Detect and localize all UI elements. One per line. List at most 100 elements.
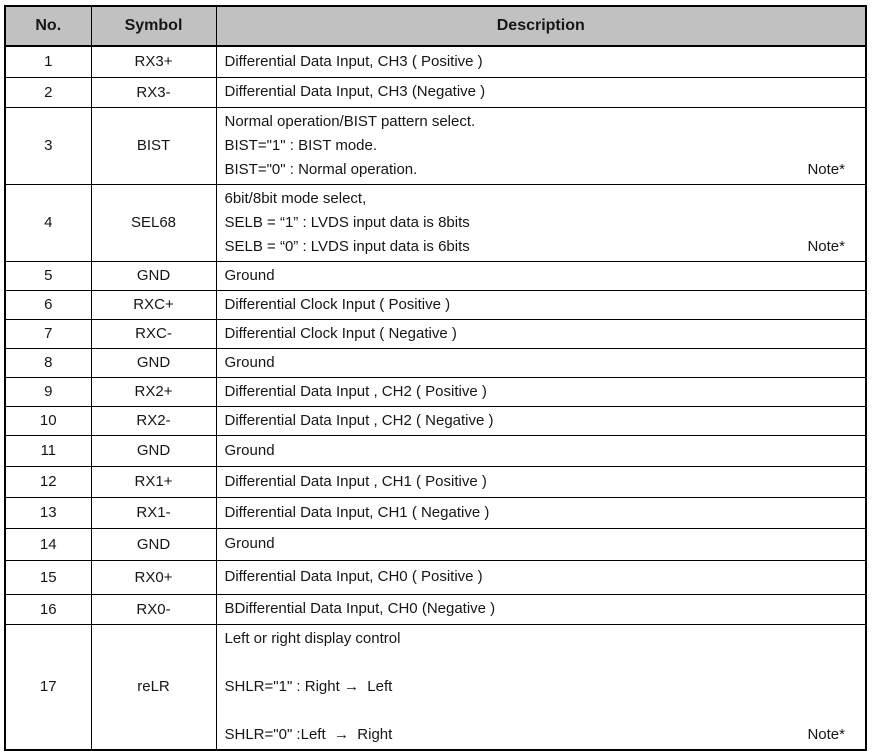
table-row: 6 RXC+ Differential Clock Input ( Positive… bbox=[4, 289, 867, 320]
description-text: BIST="0" : Normal operation. bbox=[224, 160, 418, 178]
description-text: BDifferential Data Input, CH0 (Negative … bbox=[224, 600, 496, 617]
cell-pin-number: 5 bbox=[4, 260, 92, 291]
cell-pin-description: Ground bbox=[215, 347, 867, 378]
cell-pin-symbol: RX1+ bbox=[90, 465, 217, 498]
description-text: 6bit/8bit mode select, bbox=[224, 189, 367, 207]
description-text: Differential Data Input, CH3 ( Positive … bbox=[224, 52, 483, 70]
cell-pin-description: Left or right display control SHLR="1" : … bbox=[215, 623, 867, 750]
description-line bbox=[225, 699, 858, 723]
description-line: Differential Data Input , CH2 ( Positive… bbox=[225, 380, 858, 404]
cell-pin-description: Differential Clock Input ( Negative ) bbox=[215, 318, 867, 349]
description-line bbox=[225, 651, 858, 675]
cell-pin-description: Differential Data Input , CH1 ( Positive… bbox=[215, 465, 867, 498]
description-text: Differential Data Input , CH1 ( Positive… bbox=[224, 472, 487, 490]
cell-pin-symbol: RXC- bbox=[90, 318, 217, 349]
description-line: Ground bbox=[225, 351, 858, 375]
table-row: 9 RX2+ Differential Data Input , CH2 ( Pos… bbox=[4, 376, 867, 407]
cell-pin-description: Differential Data Input, CH3 ( Positive … bbox=[215, 45, 867, 78]
description-text: Normal operation/BIST pattern select. bbox=[224, 112, 476, 130]
description-text: SHLR="0" :Left → Right bbox=[224, 725, 393, 743]
cell-pin-number: 4 bbox=[4, 183, 92, 262]
cell-pin-description: Differential Clock Input ( Positive ) bbox=[215, 289, 867, 320]
description-text: Differential Data Input , CH2 ( Negative… bbox=[224, 411, 494, 429]
note-label: Note* bbox=[807, 237, 845, 255]
description-text: SELB = “0” : LVDS input data is 6bits bbox=[224, 237, 470, 255]
cell-pin-description: BDifferential Data Input, CH0 (Negative … bbox=[215, 593, 867, 625]
note-label: Note* bbox=[807, 160, 845, 178]
description-line: Differential Clock Input ( Negative ) bbox=[225, 322, 858, 346]
description-line: SELB = “1” : LVDS input data is 8bits bbox=[225, 211, 858, 235]
description-text: Differential Data Input , CH2 ( Positive… bbox=[224, 382, 487, 400]
table-row: 16 RX0- BDifferential Data Input, CH0 (Neg… bbox=[4, 593, 867, 625]
cell-pin-number: 3 bbox=[4, 106, 92, 185]
cell-pin-symbol: RX3- bbox=[90, 76, 217, 108]
description-text: Differential Data Input, CH1 ( Negative … bbox=[224, 503, 490, 521]
table-row: 11 GND Ground bbox=[4, 434, 867, 467]
cell-pin-description: Differential Data Input, CH1 ( Negative … bbox=[215, 496, 867, 529]
cell-pin-symbol: GND bbox=[90, 527, 217, 561]
description-text: Ground bbox=[224, 266, 275, 284]
cell-pin-symbol: SEL68 bbox=[90, 183, 217, 262]
table-row: 13 RX1- Differential Data Input, CH1 ( Neg… bbox=[4, 496, 867, 529]
pin-description-table: No. Symbol Description 1 RX3+ Differential… bbox=[4, 5, 867, 751]
cell-pin-number: 9 bbox=[4, 376, 92, 407]
description-line: SHLR="1" : Right → Left bbox=[225, 675, 858, 699]
cell-pin-description: Ground bbox=[215, 527, 867, 561]
cell-pin-symbol: RX2+ bbox=[90, 376, 217, 407]
cell-pin-description: Normal operation/BIST pattern select. BIS… bbox=[215, 106, 867, 185]
description-text: SHLR="1" : Right → Left bbox=[224, 677, 393, 695]
cell-pin-description: Differential Data Input, CH3 (Negative ) bbox=[215, 76, 867, 108]
cell-pin-number: 10 bbox=[4, 405, 92, 436]
cell-pin-number: 11 bbox=[4, 434, 92, 467]
cell-pin-number: 2 bbox=[4, 76, 92, 108]
table-row: 3 BIST Normal operation/BIST pattern selec… bbox=[4, 106, 867, 185]
cell-pin-number: 13 bbox=[4, 496, 92, 529]
header-symbol: Symbol bbox=[90, 5, 217, 47]
description-line: Ground bbox=[225, 264, 858, 288]
description-line: Differential Clock Input ( Positive ) bbox=[225, 293, 858, 317]
cell-pin-symbol: GND bbox=[90, 260, 217, 291]
table-row: 4 SEL68 6bit/8bit mode select, SELB = “1” :… bbox=[4, 183, 867, 262]
description-line: Left or right display control bbox=[225, 627, 858, 651]
description-text: Ground bbox=[224, 353, 275, 371]
description-text: Differential Clock Input ( Negative ) bbox=[224, 324, 457, 342]
description-text: Ground bbox=[224, 441, 275, 459]
description-line: Differential Data Input, CH3 ( Positive … bbox=[225, 50, 858, 74]
table-row: 10 RX2- Differential Data Input , CH2 ( Ne… bbox=[4, 405, 867, 436]
cell-pin-symbol: RX1- bbox=[90, 496, 217, 529]
cell-pin-symbol: RX3+ bbox=[90, 45, 217, 78]
cell-pin-number: 16 bbox=[4, 593, 92, 625]
cell-pin-number: 14 bbox=[4, 527, 92, 561]
cell-pin-description: Differential Data Input , CH2 ( Negative… bbox=[215, 405, 867, 436]
cell-pin-number: 12 bbox=[4, 465, 92, 498]
table-row: 5 GND Ground bbox=[4, 260, 867, 291]
description-line: SELB = “0” : LVDS input data is 6bits Not… bbox=[225, 235, 858, 259]
cell-pin-number: 6 bbox=[4, 289, 92, 320]
description-line: Differential Data Input , CH2 ( Negative… bbox=[225, 409, 858, 433]
table-row: 17 reLR Left or right display control SHLR=… bbox=[4, 623, 867, 750]
cell-pin-symbol: RX2- bbox=[90, 405, 217, 436]
description-line: BIST="1" : BIST mode. bbox=[225, 134, 858, 158]
table-row: 1 RX3+ Differential Data Input, CH3 ( Posi… bbox=[4, 45, 867, 78]
description-line: BIST="0" : Normal operation. Note* bbox=[225, 158, 858, 182]
description-line: Ground bbox=[225, 439, 858, 463]
cell-pin-description: 6bit/8bit mode select, SELB = “1” : LVDS … bbox=[215, 183, 867, 262]
description-text: Left or right display control bbox=[224, 629, 401, 647]
table-row: 8 GND Ground bbox=[4, 347, 867, 378]
table-row: 15 RX0+ Differential Data Input, CH0 ( Pos… bbox=[4, 559, 867, 595]
description-line: Differential Data Input, CH0 ( Positive … bbox=[225, 565, 858, 589]
cell-pin-description: Differential Data Input , CH2 ( Positive… bbox=[215, 376, 867, 407]
table-row: 14 GND Ground bbox=[4, 527, 867, 561]
cell-pin-symbol: reLR bbox=[90, 623, 217, 750]
cell-pin-symbol: RXC+ bbox=[90, 289, 217, 320]
cell-pin-description: Ground bbox=[215, 434, 867, 467]
cell-pin-symbol: RX0+ bbox=[90, 559, 217, 595]
description-text: Ground bbox=[224, 535, 275, 552]
table-row: 12 RX1+ Differential Data Input , CH1 ( Po… bbox=[4, 465, 867, 498]
description-text: Differential Data Input, CH3 (Negative ) bbox=[224, 83, 486, 100]
description-line: Differential Data Input , CH1 ( Positive… bbox=[225, 470, 858, 494]
header-no: No. bbox=[4, 5, 92, 47]
header-row: No. Symbol Description bbox=[4, 5, 867, 47]
cell-pin-symbol: GND bbox=[90, 347, 217, 378]
description-line: BDifferential Data Input, CH0 (Negative … bbox=[225, 597, 858, 621]
